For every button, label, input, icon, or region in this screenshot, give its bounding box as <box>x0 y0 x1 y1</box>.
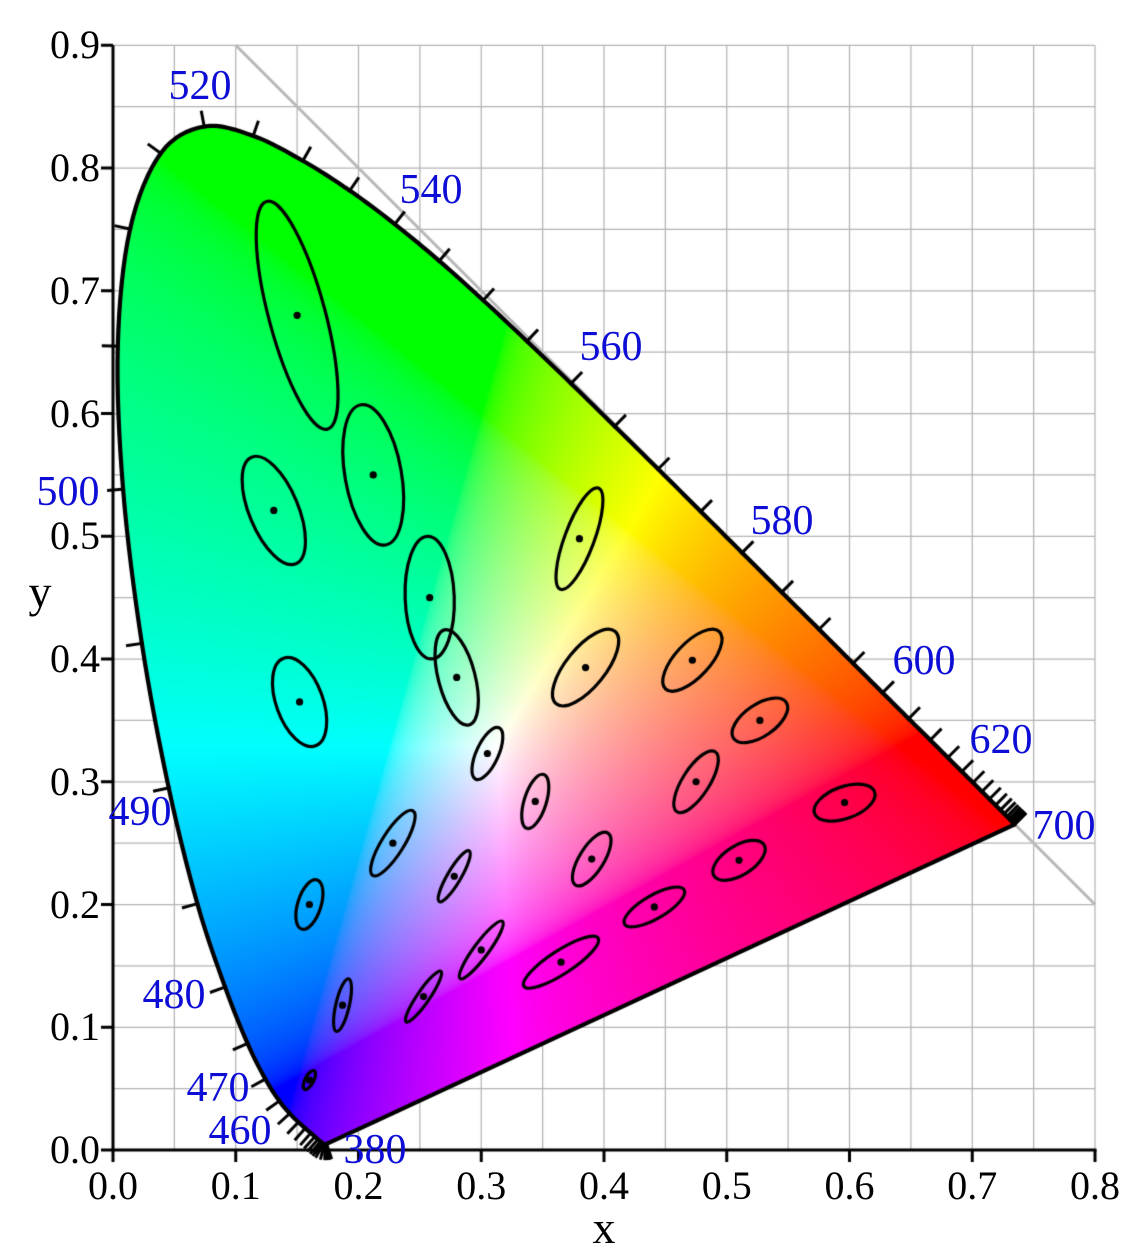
x-axis-title: x <box>592 1202 616 1253</box>
y-axis-title: y <box>28 566 52 617</box>
